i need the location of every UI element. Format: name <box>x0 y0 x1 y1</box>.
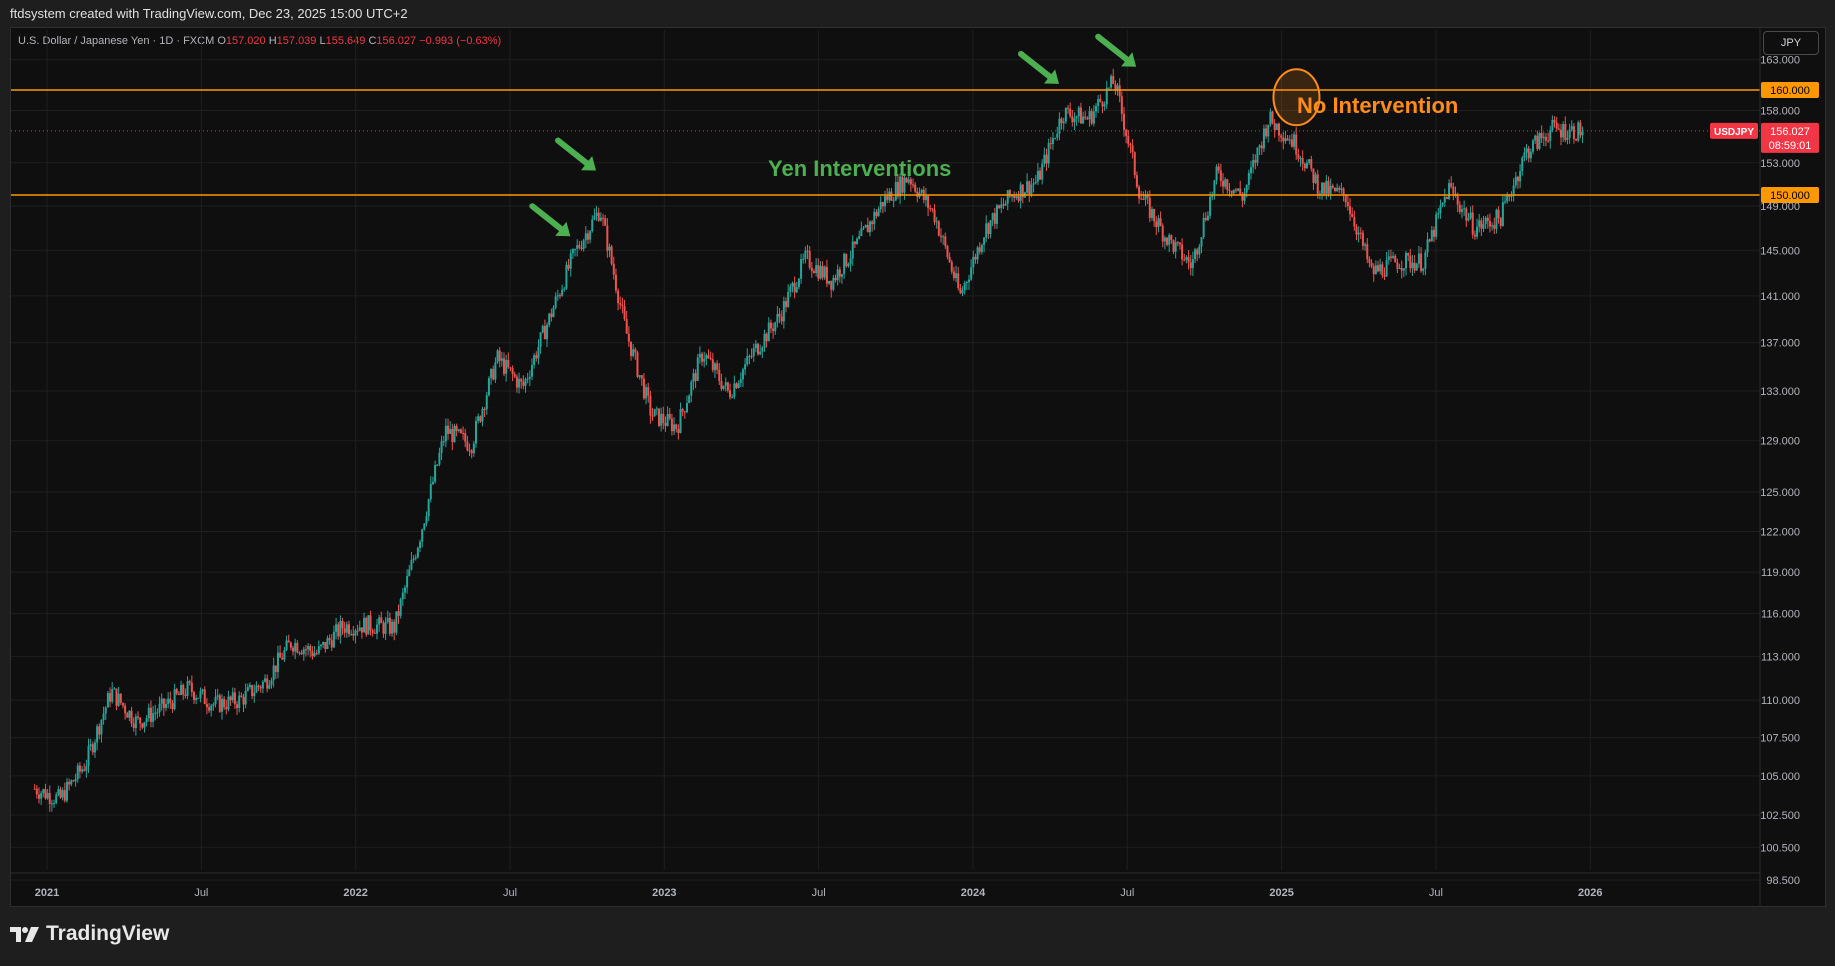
low-label: L <box>319 35 326 47</box>
high-value: 157.039 <box>276 35 317 47</box>
symbol-description: U.S. Dollar / Japanese Yen · 1D · FXCM <box>18 35 215 47</box>
currency-button[interactable]: JPY <box>1763 31 1819 55</box>
low-value: 155.649 <box>325 35 366 47</box>
tradingview-brand[interactable]: TradingView <box>10 922 169 946</box>
close-value: 156.027 <box>376 35 417 47</box>
chart-panel[interactable] <box>10 27 1826 907</box>
symbol-legend: U.S. Dollar / Japanese Yen · 1D · FXCM O… <box>18 35 501 47</box>
open-value: 157.020 <box>225 35 266 47</box>
tradingview-logo-icon <box>10 927 39 942</box>
change-value: −0.993 (−0.63%) <box>419 35 502 47</box>
brand-name: TradingView <box>46 922 170 945</box>
chart-credit: ftdsystem created with TradingView.com, … <box>10 6 408 21</box>
close-label: C <box>368 35 377 47</box>
high-label: H <box>268 35 277 47</box>
open-label: O <box>217 35 226 47</box>
